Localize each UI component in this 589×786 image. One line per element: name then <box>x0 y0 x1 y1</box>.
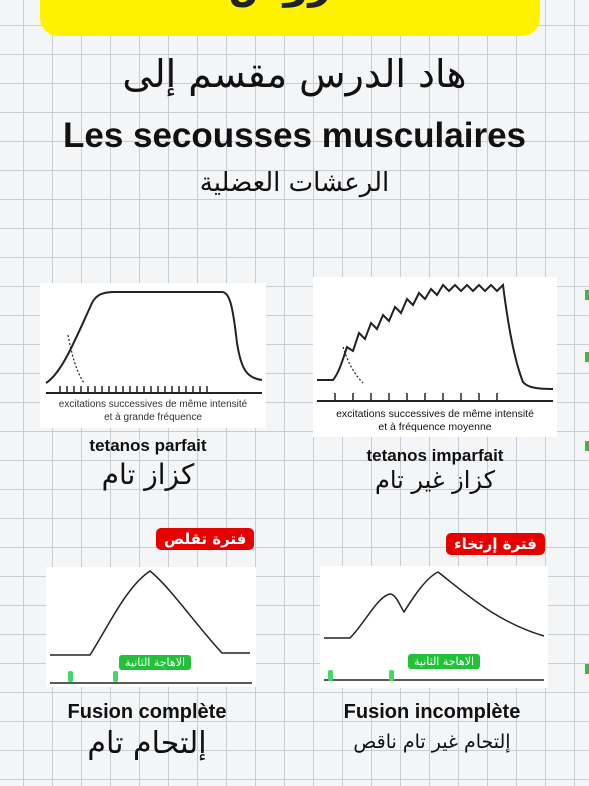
excitation-mark-1 <box>328 670 333 681</box>
tetanos-imparfait-graph: excitations successives de même intensit… <box>313 277 557 437</box>
edge-mark <box>585 352 589 362</box>
fusion-incomplete-graph <box>320 566 548 688</box>
tetanos-imparfait-curve <box>317 282 554 402</box>
fusion-incomplete-curve <box>324 571 545 681</box>
top-banner: دروس <box>40 0 540 36</box>
tetanos-imparfait-label: tetanos imparfait <box>366 446 504 465</box>
contraction-phase-badge: فترة تقلص <box>156 528 255 550</box>
edge-mark <box>585 664 589 674</box>
french-title: Les secousses musculaires <box>62 116 527 155</box>
edge-mark <box>585 290 589 300</box>
second-excitation-badge: الاهاجة الثانية <box>119 655 192 670</box>
caption-line-2: et à grande fréquence <box>104 412 202 423</box>
fusion-complete-curve <box>50 570 252 684</box>
tetanos-imparfait-label-ar: كزاز غير تام <box>374 466 496 494</box>
excitation-mark-1 <box>68 671 73 682</box>
excitation-mark-2 <box>113 671 118 682</box>
relaxation-phase-badge: فترة إرتخاء <box>446 533 545 555</box>
tetanos-parfait-label: tetanos parfait <box>89 436 207 455</box>
arabic-title: هاد الدرس مقسم إلى <box>122 52 467 96</box>
caption-line-1: excitations successives de même intensit… <box>58 399 248 410</box>
fusion-complete-label: Fusion complète <box>67 701 227 723</box>
arabic-subtitle: الرعشات العضلية <box>199 168 390 198</box>
tetanos-parfait-graph: excitations successives de même intensit… <box>40 283 266 428</box>
tetanos-parfait-curve <box>45 291 263 394</box>
fusion-complete-label-ar: إلتحام تام <box>87 726 207 761</box>
edge-mark <box>585 441 589 451</box>
caption-line-2: et à fréquence moyenne <box>378 421 492 433</box>
tetanos-parfait-label-ar: كزاز تام <box>101 458 195 491</box>
caption-line-1: excitations successives de même intensit… <box>336 408 534 420</box>
excitation-mark-2 <box>389 670 394 681</box>
fusion-incomplete-label-ar: إلتحام غير تام ناقص <box>353 731 511 753</box>
banner-text: دروس <box>40 0 540 8</box>
second-excitation-badge: الاهاجة الثانية <box>408 654 481 669</box>
fusion-incomplete-label: Fusion incomplète <box>343 701 521 723</box>
